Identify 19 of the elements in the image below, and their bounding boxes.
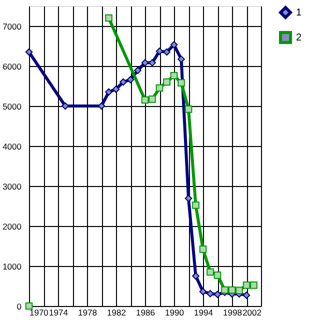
y-tick-label: 7000: [2, 22, 22, 32]
legend-label: 2: [296, 32, 302, 44]
legend-label: 1: [296, 8, 302, 18]
y-tick-label: 6000: [2, 62, 22, 72]
y-tick-label: 5000: [2, 102, 22, 112]
x-tick-label: 1994: [194, 308, 214, 318]
y-tick-label: 1000: [2, 262, 22, 272]
x-tick-label: 1986: [136, 308, 156, 318]
y-tick-label: 4000: [2, 142, 22, 152]
x-tick-label: 1982: [107, 308, 126, 318]
x-tick-label: 1974: [49, 308, 68, 318]
x-tick-label: 1978: [78, 308, 98, 318]
x-tick-label: 2002: [242, 308, 262, 318]
x-tick-label: 1998: [223, 308, 242, 318]
x-tick-label: 1970: [30, 308, 49, 318]
x-tick-label: 1990: [165, 308, 184, 318]
y-tick-label: 3000: [2, 182, 22, 192]
y-tick-label: 2000: [2, 222, 22, 232]
y-tick-label: 0: [16, 302, 22, 312]
